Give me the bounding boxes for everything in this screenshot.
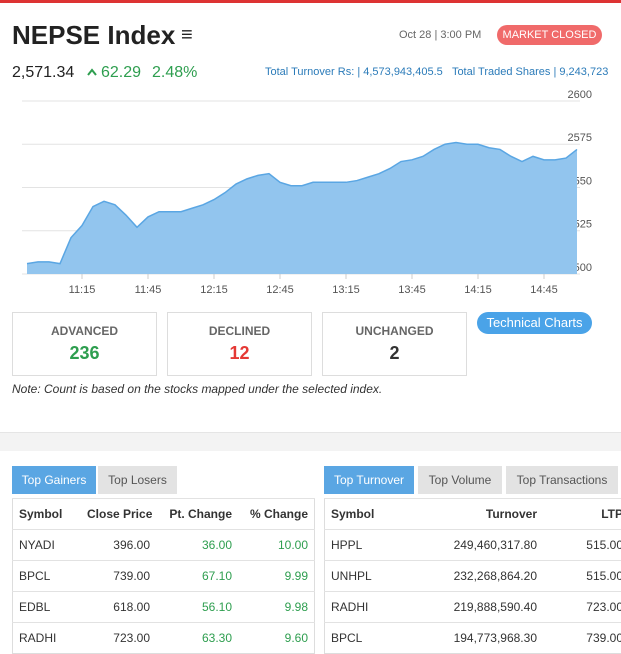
- market-status: MARKET CLOSED: [497, 25, 602, 45]
- datetime: Oct 28 | 3:00 PM: [399, 29, 481, 41]
- cell: 36.00: [156, 530, 238, 561]
- separator: [0, 432, 621, 451]
- cell: 56.10: [156, 592, 238, 623]
- cell: 9.98: [238, 592, 315, 623]
- area: [27, 143, 577, 274]
- breadth-value: 12: [168, 343, 311, 364]
- breadth-label: ADVANCED: [13, 324, 156, 338]
- cell: EDBL: [13, 592, 82, 623]
- cell: 10.00: [238, 530, 315, 561]
- tab[interactable]: Top Volume: [418, 466, 502, 494]
- column-header: Pt. Change: [156, 499, 238, 530]
- cell: RADHI: [325, 592, 422, 623]
- x-tick-label: 13:15: [332, 284, 360, 296]
- column-header: LTP: [543, 499, 621, 530]
- cell: 249,460,317.80: [421, 530, 543, 561]
- tab[interactable]: Top Transactions: [506, 466, 618, 494]
- cell: RADHI: [13, 623, 82, 654]
- cell: 194,773,968.30: [421, 623, 543, 654]
- cell: 232,268,864.20: [421, 561, 543, 592]
- turnover-value: 4,573,943,405.5: [363, 66, 443, 78]
- cell: 9.99: [238, 561, 315, 592]
- note: Note: Count is based on the stocks mappe…: [12, 382, 382, 396]
- column-header: Symbol: [325, 499, 422, 530]
- breadth-box: ADVANCED 236: [12, 312, 157, 376]
- cell: 63.30: [156, 623, 238, 654]
- cell: 219,888,590.40: [421, 592, 543, 623]
- column-header: Close Price: [81, 499, 156, 530]
- cell: 515.00: [543, 561, 621, 592]
- shares-value: 9,243,723: [559, 66, 608, 78]
- breadth-box: UNCHANGED 2: [322, 312, 467, 376]
- breadth-box: DECLINED 12: [167, 312, 312, 376]
- index-value: 2,571.34: [12, 64, 74, 82]
- y-tick-label: 2600: [568, 89, 592, 101]
- percent-change: 2.48%: [152, 64, 197, 82]
- column-header: % Change: [238, 499, 315, 530]
- y-tick-label: 2575: [568, 132, 592, 144]
- x-tick-label: 12:45: [266, 284, 294, 296]
- totals: Total Turnover Rs: | 4,573,943,405.5 Tot…: [265, 66, 608, 78]
- cell: 618.00: [81, 592, 156, 623]
- x-tick-label: 13:45: [398, 284, 426, 296]
- cell: HPPL: [325, 530, 422, 561]
- cell: 9.60: [238, 623, 315, 654]
- menu-icon[interactable]: ≡: [181, 24, 193, 47]
- change: 62.29: [101, 64, 141, 82]
- x-tick-label: 14:15: [464, 284, 492, 296]
- breadth-value: 2: [323, 343, 466, 364]
- tab[interactable]: Top Turnover: [324, 466, 414, 494]
- column-header: Symbol: [13, 499, 82, 530]
- shares-label: Total Traded Shares |: [452, 66, 556, 78]
- cell: 396.00: [81, 530, 156, 561]
- cell: 739.00: [543, 623, 621, 654]
- technical-charts-button[interactable]: Technical Charts: [477, 312, 592, 334]
- cell: UNHPL: [325, 561, 422, 592]
- breadth-value: 236: [13, 343, 156, 364]
- cell: BPCL: [13, 561, 82, 592]
- breadth-label: UNCHANGED: [323, 324, 466, 338]
- tab[interactable]: Top Gainers: [12, 466, 96, 494]
- cell: 515.00: [543, 530, 621, 561]
- x-tick-label: 11:15: [69, 284, 96, 296]
- page-title: NEPSE Index: [12, 20, 175, 51]
- cell: BPCL: [325, 623, 422, 654]
- cell: 67.10: [156, 561, 238, 592]
- x-tick-label: 14:45: [530, 284, 558, 296]
- cell: 739.00: [81, 561, 156, 592]
- turnover-label: Total Turnover Rs: |: [265, 66, 360, 78]
- cell: NYADI: [13, 530, 82, 561]
- x-tick-label: 11:45: [135, 284, 162, 296]
- cell: 723.00: [81, 623, 156, 654]
- cell: 723.00: [543, 592, 621, 623]
- tab[interactable]: Top Losers: [98, 466, 177, 494]
- up-arrow: [86, 67, 98, 77]
- column-header: Turnover: [421, 499, 543, 530]
- x-tick-label: 12:15: [200, 284, 228, 296]
- breadth-label: DECLINED: [168, 324, 311, 338]
- top-border: [0, 0, 621, 3]
